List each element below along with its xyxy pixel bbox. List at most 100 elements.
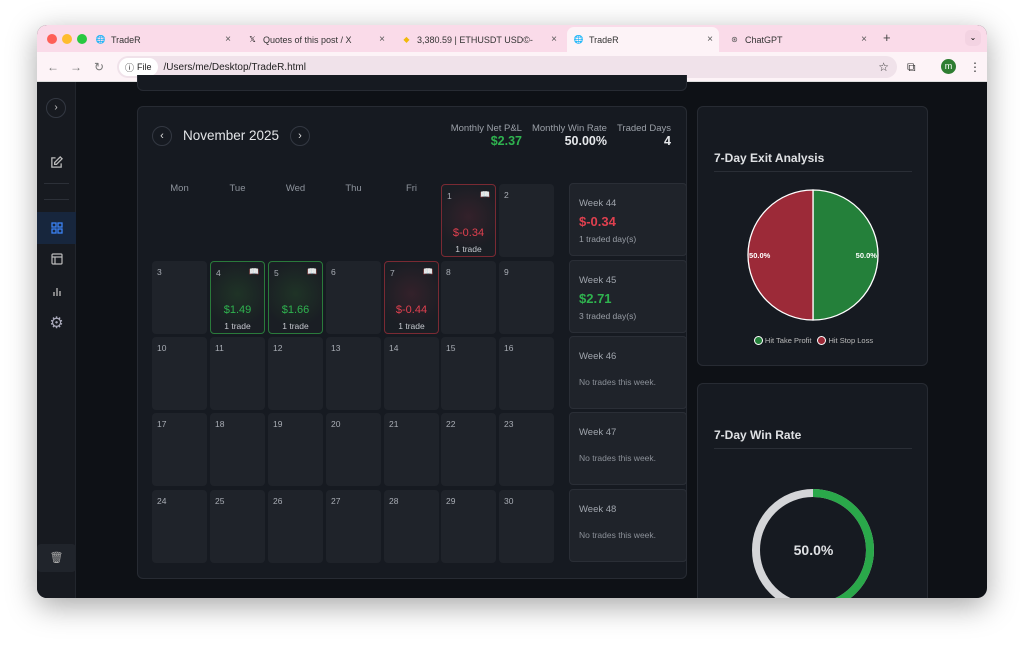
- day-pl: $-0.34: [452, 227, 485, 239]
- journal-book-icon[interactable]: 📖: [480, 190, 490, 199]
- legend-item[interactable]: Hit Stop Loss: [817, 336, 873, 345]
- new-tab-button[interactable]: +: [883, 30, 891, 45]
- calendar-day-cell[interactable]: 9: [499, 261, 554, 334]
- close-tab-icon[interactable]: ×: [379, 34, 385, 45]
- journal-edit-icon[interactable]: [37, 146, 76, 178]
- calendar-day-cell[interactable]: 24: [152, 490, 207, 563]
- calendar-day-cell[interactable]: 28: [384, 490, 439, 563]
- day-trade-count: 1 trade: [455, 244, 482, 254]
- weekday-header: Mon: [170, 183, 189, 194]
- calendar-day-cell[interactable]: 6: [326, 261, 381, 334]
- calendar-day-cell[interactable]: 10: [152, 337, 207, 410]
- week-summary-card[interactable]: Week 46 No trades this week.: [569, 336, 687, 409]
- calendar-day-cell[interactable]: 13: [326, 337, 381, 410]
- forward-icon[interactable]: →: [70, 60, 82, 74]
- calendar-day-cell[interactable]: 16: [499, 337, 554, 410]
- calendar-day-cell[interactable]: 19: [268, 413, 323, 486]
- calendar-day-cell[interactable]: 7 📖 $-0.44 1 trade: [384, 261, 439, 334]
- win-rate-card: 7-Day Win Rate 50.0%: [697, 383, 928, 598]
- browser-tab[interactable]: ⊛ ChatGPT ×: [723, 27, 873, 52]
- day-number: 29: [446, 496, 456, 506]
- win-rate-value: 50.0%: [793, 542, 834, 558]
- close-tab-icon[interactable]: ×: [707, 34, 713, 45]
- week-pl: $2.71: [579, 291, 612, 306]
- next-month-button[interactable]: ›: [290, 126, 310, 146]
- legend-item[interactable]: Hit Take Profit: [753, 336, 811, 345]
- day-number: 4: [216, 268, 221, 278]
- tab-search-chevron-icon[interactable]: ⌄: [965, 30, 981, 46]
- bookmark-star-icon[interactable]: ☆: [878, 60, 889, 74]
- close-tab-icon[interactable]: ×: [551, 34, 557, 45]
- previous-month-button[interactable]: ‹: [152, 126, 172, 146]
- calendar-day-cell[interactable]: 30: [499, 490, 554, 563]
- calendar-day-cell[interactable]: 12: [268, 337, 323, 410]
- pie-slice[interactable]: [812, 189, 879, 321]
- dashboard-grid-icon[interactable]: [37, 212, 76, 244]
- browser-tab[interactable]: 🌐 TradeR ×: [95, 34, 231, 45]
- day-number: 14: [389, 343, 399, 353]
- calendar-day-cell[interactable]: 26: [268, 490, 323, 563]
- week-summary-card[interactable]: Week 48 No trades this week.: [569, 489, 687, 562]
- calendar-day-cell[interactable]: 21: [384, 413, 439, 486]
- journal-book-icon[interactable]: 📖: [249, 267, 259, 276]
- menu-kebab-icon[interactable]: ⋮: [969, 60, 981, 74]
- site-info-chip[interactable]: ⓘ File: [119, 58, 158, 76]
- weekday-header: Wed: [285, 183, 306, 194]
- calendar-day-cell[interactable]: 23: [499, 413, 554, 486]
- journal-book-icon[interactable]: 📖: [423, 267, 433, 276]
- calendar-day-cell[interactable]: 22: [441, 413, 496, 486]
- pie-slice[interactable]: [747, 189, 814, 321]
- calendar-day-cell[interactable]: 3: [152, 261, 207, 334]
- close-tab-icon[interactable]: ×: [861, 34, 867, 45]
- close-window-button[interactable]: [47, 34, 57, 44]
- day-number: 11: [215, 343, 224, 353]
- pie-slice-label: 50.0%: [749, 251, 771, 260]
- stat-label: Monthly Net P&L: [450, 123, 522, 134]
- week-summary-card[interactable]: Week 47 No trades this week.: [569, 412, 687, 485]
- day-number: 1: [447, 191, 452, 201]
- extensions-icon[interactable]: ⧉: [907, 60, 916, 74]
- calendar-day-cell[interactable]: 14: [384, 337, 439, 410]
- week-summary-card[interactable]: Week 45 $2.71 3 traded day(s): [569, 260, 687, 333]
- calendar-day-cell[interactable]: 1 📖 $-0.34 1 trade: [441, 184, 496, 257]
- stat-value: 50.00%: [564, 134, 607, 148]
- close-tab-icon[interactable]: ×: [225, 34, 231, 45]
- bar-chart-icon[interactable]: [37, 275, 76, 307]
- globe-icon: 🌐: [573, 35, 584, 44]
- calendar-day-cell[interactable]: 17: [152, 413, 207, 486]
- week-label: Week 45: [579, 275, 617, 286]
- expand-sidebar-button[interactable]: ›: [46, 98, 66, 118]
- week-summary-card[interactable]: Week 44 $-0.34 1 traded day(s): [569, 183, 687, 256]
- day-number: 6: [331, 267, 336, 277]
- maximize-window-button[interactable]: [77, 34, 87, 44]
- delete-trash-button[interactable]: 🗑: [37, 544, 76, 572]
- calendar-day-cell[interactable]: 27: [326, 490, 381, 563]
- calendar-day-cell[interactable]: 20: [326, 413, 381, 486]
- journal-book-icon[interactable]: 📖: [307, 267, 317, 276]
- calendar-day-cell[interactable]: 5 📖 $1.66 1 trade: [268, 261, 323, 334]
- back-icon[interactable]: ←: [47, 60, 59, 74]
- globe-icon: 🌐: [95, 35, 106, 44]
- browser-tab[interactable]: 🌐 TradeR ×: [567, 27, 719, 52]
- reload-icon[interactable]: ↻: [94, 60, 105, 74]
- calendar-day-cell[interactable]: 8: [441, 261, 496, 334]
- day-number: 9: [504, 267, 509, 277]
- calendar-day-cell[interactable]: 15: [441, 337, 496, 410]
- day-number: 8: [446, 267, 451, 277]
- table-icon[interactable]: [37, 243, 76, 275]
- calendar-day-cell[interactable]: 2: [499, 184, 554, 257]
- url-field[interactable]: ⓘ File /Users/me/Desktop/TradeR.html ☆: [117, 56, 897, 78]
- profile-avatar[interactable]: m: [941, 59, 956, 74]
- calendar-day-cell[interactable]: 18: [210, 413, 265, 486]
- browser-tab[interactable]: 𝕏 Quotes of this post / X ×: [241, 27, 391, 52]
- day-number: 3: [157, 267, 162, 277]
- browser-tab[interactable]: ◆ 3,380.59 | ETHUSDT USD©- ×: [395, 27, 563, 52]
- calendar-day-cell[interactable]: 4 📖 $1.49 1 trade: [210, 261, 265, 334]
- calendar-day-cell[interactable]: 11: [210, 337, 265, 410]
- calendar-day-cell[interactable]: 29: [441, 490, 496, 563]
- calendar-day-cell[interactable]: 25: [210, 490, 265, 563]
- stat-label: Traded Days: [616, 123, 671, 134]
- minimize-window-button[interactable]: [62, 34, 72, 44]
- day-number: 25: [215, 496, 225, 506]
- settings-gear-icon[interactable]: ⚙: [49, 315, 64, 332]
